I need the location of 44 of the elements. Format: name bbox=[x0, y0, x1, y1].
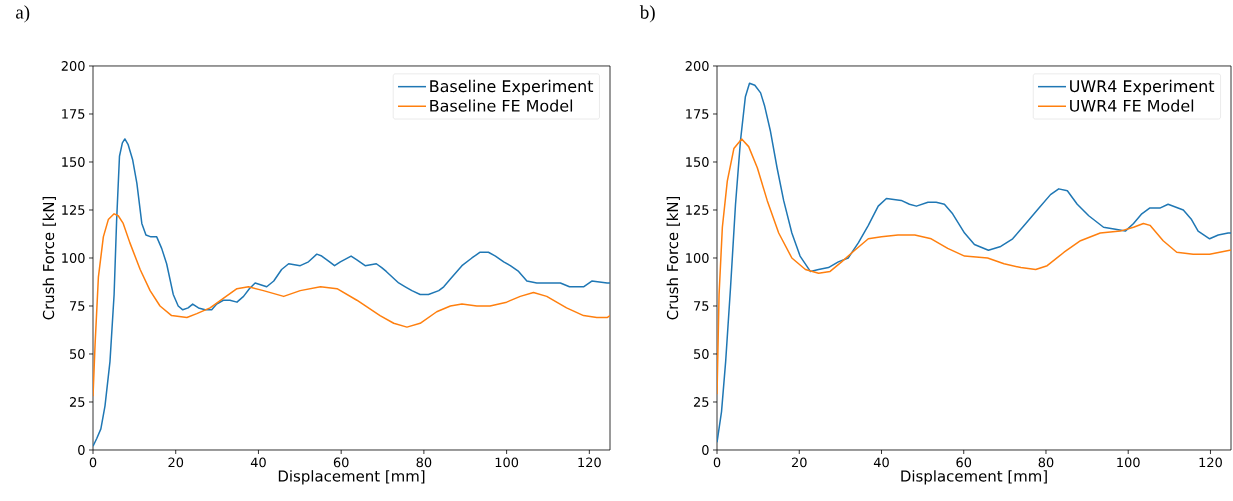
x-tick-label: 0 bbox=[713, 457, 721, 468]
y-tick-label: 0 bbox=[702, 445, 709, 455]
y-tick-label: 175 bbox=[62, 109, 85, 119]
legend-label: UWR4 FE Model bbox=[1070, 99, 1194, 112]
y-tick-label: 75 bbox=[70, 301, 85, 311]
chart-title: a) bbox=[16, 5, 30, 23]
x-tick-label: 80 bbox=[416, 457, 432, 468]
y-axis-title: Crush Force [kN] bbox=[42, 196, 56, 320]
x-tick-label: 20 bbox=[168, 457, 184, 468]
legend-label: Baseline FE Model bbox=[430, 99, 573, 112]
line-series bbox=[717, 138, 1232, 396]
line-series bbox=[93, 213, 611, 397]
x-tick-label: 60 bbox=[333, 457, 349, 468]
y-tick-label: 200 bbox=[61, 61, 85, 71]
x-tick-label: 100 bbox=[495, 457, 519, 468]
y-tick-label: 25 bbox=[693, 397, 709, 407]
x-tick-label: 100 bbox=[1117, 457, 1140, 468]
x-tick-label: 40 bbox=[873, 457, 889, 468]
x-tick-label: 40 bbox=[250, 457, 266, 468]
y-tick-label: 50 bbox=[70, 349, 85, 359]
y-tick-label: 150 bbox=[62, 157, 85, 167]
y-tick-label: 50 bbox=[694, 349, 709, 359]
y-tick-label: 0 bbox=[78, 445, 85, 455]
y-tick-label: 100 bbox=[686, 253, 709, 263]
legend-label: UWR4 Experiment bbox=[1070, 79, 1215, 96]
x-tick-label: 120 bbox=[1199, 457, 1222, 468]
y-tick-label: 125 bbox=[686, 205, 709, 215]
x-tick-label: 0 bbox=[89, 457, 97, 468]
x-tick-label: 80 bbox=[1038, 457, 1054, 468]
y-tick-label: 75 bbox=[694, 301, 709, 311]
y-tick-label: 200 bbox=[685, 61, 709, 71]
y-axis-title: Crush Force [kN] bbox=[666, 196, 680, 320]
x-axis-title: Displacement [mm] bbox=[901, 470, 1047, 485]
chart-title: b) bbox=[639, 5, 655, 23]
y-tick-label: 150 bbox=[686, 157, 709, 167]
legend-label: Baseline Experiment bbox=[430, 79, 594, 96]
y-tick-label: 175 bbox=[686, 109, 709, 119]
x-tick-label: 60 bbox=[956, 457, 972, 468]
x-tick-label: 20 bbox=[791, 457, 807, 468]
y-tick-label: 100 bbox=[62, 253, 85, 263]
x-tick-label: 120 bbox=[578, 457, 601, 468]
y-tick-label: 125 bbox=[62, 205, 85, 215]
y-tick-label: 25 bbox=[69, 397, 85, 407]
x-axis-title: Displacement [mm] bbox=[278, 470, 425, 485]
